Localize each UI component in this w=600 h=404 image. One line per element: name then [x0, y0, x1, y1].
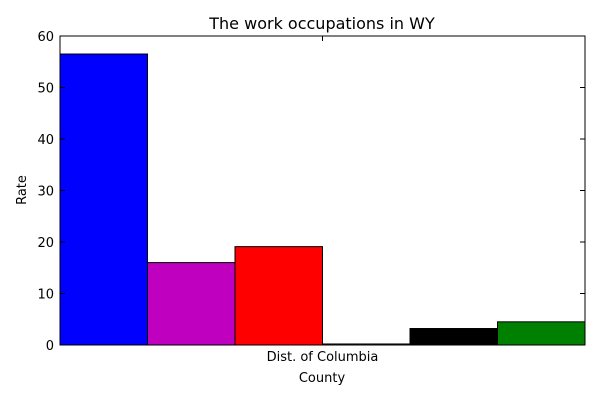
bar-series-2	[147, 262, 236, 346]
bar-series-1	[59, 53, 148, 346]
y-tick-label: 50	[37, 82, 54, 97]
bars-layer	[59, 53, 586, 346]
chart-title: The work occupations in WY	[208, 14, 435, 33]
y-tick-label: 0	[46, 339, 54, 354]
plot-frame	[59, 35, 586, 346]
bar-series-6	[497, 321, 586, 346]
y-tick-label: 20	[37, 236, 54, 251]
y-axis-label: Rate	[15, 175, 30, 205]
y-tick-label: 40	[37, 133, 54, 148]
x-tick-label: Dist. of Columbia	[267, 350, 379, 365]
y-tick-label: 30	[37, 185, 54, 200]
bar-series-3	[234, 246, 323, 346]
y-tick-label: 60	[37, 30, 54, 45]
x-axis-label: County	[299, 371, 346, 386]
bar-series-5	[409, 328, 498, 346]
y-tick-label: 10	[37, 288, 54, 303]
